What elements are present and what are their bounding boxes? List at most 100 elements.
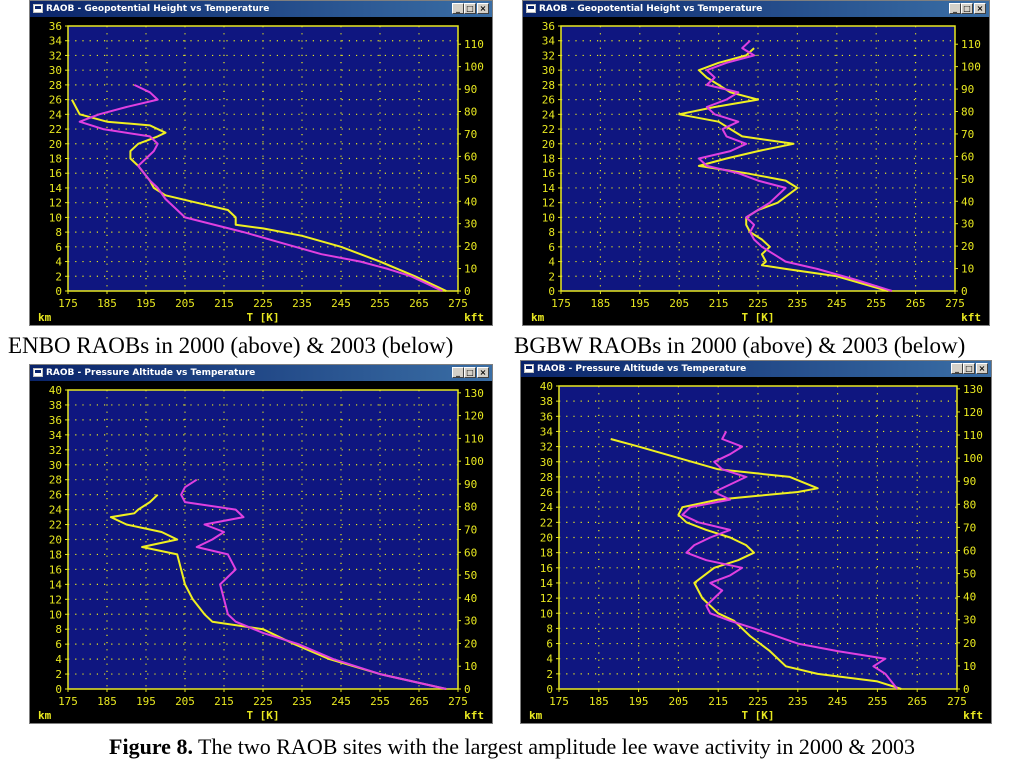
minimize-icon[interactable]: _	[452, 367, 464, 378]
y2-tick-label: 30	[963, 614, 976, 627]
y-tick-label: 12	[540, 592, 553, 605]
close-icon[interactable]: ×	[477, 367, 489, 378]
y2-tick-label: 80	[464, 106, 477, 119]
y-tick-label: 6	[55, 241, 62, 254]
window-titlebar[interactable]: RAOB - Pressure Altitude vs Temperature …	[30, 365, 492, 381]
x-tick-label: 235	[788, 695, 808, 708]
y-tick-label: 20	[49, 138, 62, 151]
close-icon[interactable]: ×	[477, 3, 489, 14]
y2-tick-label: 20	[961, 240, 974, 253]
x-tick-label: 275	[947, 695, 967, 708]
window-titlebar[interactable]: RAOB - Geopotential Height vs Temperatur…	[30, 1, 492, 17]
window-title: RAOB - Geopotential Height vs Temperatur…	[539, 4, 763, 14]
y2-tick-label: 0	[961, 285, 968, 298]
x-tick-label: 275	[448, 695, 468, 708]
y-tick-label: 24	[542, 108, 556, 121]
minimize-icon[interactable]: _	[951, 363, 963, 374]
y-tick-label: 28	[49, 79, 62, 92]
y-tick-label: 26	[542, 94, 555, 107]
y-tick-label: 40	[49, 384, 62, 397]
y-tick-label: 0	[55, 683, 62, 696]
maximize-icon[interactable]: □	[464, 367, 476, 378]
y2-tick-label: 40	[963, 591, 976, 604]
maximize-icon[interactable]: □	[963, 363, 975, 374]
y-tick-label: 34	[540, 425, 554, 438]
y-tick-label: 10	[49, 608, 62, 621]
y-tick-label: 16	[49, 563, 62, 576]
close-icon[interactable]: ×	[976, 363, 988, 374]
y2-tick-label: 20	[963, 637, 976, 650]
window-titlebar[interactable]: RAOB - Geopotential Height vs Temperatur…	[523, 1, 989, 17]
y-tick-label: 38	[540, 395, 553, 408]
chart-window-bgbw-2003: RAOB - Pressure Altitude vs Temperature …	[520, 360, 992, 724]
maximize-icon[interactable]: □	[464, 3, 476, 14]
x-tick-label: 215	[708, 695, 728, 708]
y-tick-label: 2	[55, 668, 62, 681]
x-tick-label: 225	[748, 297, 768, 310]
x-tick-label: 255	[370, 695, 390, 708]
x-tick-label: 185	[589, 695, 609, 708]
y-tick-label: 24	[540, 501, 554, 514]
y-tick-label: 12	[49, 197, 62, 210]
y-axis-label: km	[38, 709, 52, 722]
y-tick-label: 34	[542, 35, 556, 48]
maximize-icon[interactable]: □	[961, 3, 973, 14]
x-tick-label: 195	[629, 695, 649, 708]
y2-tick-label: 110	[961, 38, 981, 51]
x-tick-label: 245	[828, 695, 848, 708]
y-tick-label: 14	[49, 182, 63, 195]
app-icon	[33, 368, 43, 377]
y-tick-label: 2	[546, 668, 553, 681]
x-tick-label: 215	[214, 695, 234, 708]
y2-tick-label: 90	[464, 83, 477, 96]
close-icon[interactable]: ×	[974, 3, 986, 14]
chart-bgbw-2003: 175 185 195 205 215 225 235 245 255 265 2750246810…	[521, 377, 991, 723]
y2-tick-label: 100	[464, 61, 484, 74]
y-tick-label: 22	[49, 123, 62, 136]
y2-tick-label: 60	[961, 150, 974, 163]
x-tick-label: 195	[136, 695, 156, 708]
y-tick-label: 32	[49, 49, 62, 62]
x-tick-label: 195	[136, 297, 156, 310]
minimize-icon[interactable]: _	[452, 3, 464, 14]
y2-tick-label: 10	[464, 263, 477, 276]
y2-tick-label: 40	[961, 195, 974, 208]
y-tick-label: 10	[542, 211, 555, 224]
y2-axis-label: kft	[464, 709, 484, 722]
y-tick-label: 8	[55, 226, 62, 239]
y-tick-label: 16	[49, 167, 62, 180]
y2-tick-label: 110	[963, 429, 983, 442]
series-line-magenta	[697, 39, 893, 292]
x-tick-label: 265	[409, 297, 429, 310]
chart-window-bgbw-2000: RAOB - Geopotential Height vs Temperatur…	[522, 0, 990, 326]
window-titlebar[interactable]: RAOB - Pressure Altitude vs Temperature …	[521, 361, 991, 377]
y2-tick-label: 60	[963, 544, 976, 557]
y-tick-label: 14	[49, 578, 63, 591]
y-tick-label: 18	[49, 153, 62, 166]
y2-tick-label: 30	[961, 218, 974, 231]
y-tick-label: 26	[540, 486, 553, 499]
y2-tick-label: 90	[464, 478, 477, 491]
minimize-icon[interactable]: _	[949, 3, 961, 14]
y-tick-label: 30	[49, 459, 62, 472]
y2-tick-label: 90	[961, 83, 974, 96]
y-tick-label: 8	[55, 623, 62, 636]
x-tick-label: 175	[551, 297, 571, 310]
y-tick-label: 20	[540, 532, 553, 545]
x-tick-label: 195	[630, 297, 650, 310]
x-tick-label: 175	[58, 297, 78, 310]
y2-tick-label: 80	[464, 501, 477, 514]
y-tick-label: 34	[49, 35, 63, 48]
y2-axis-label: kft	[963, 709, 983, 722]
y-tick-label: 36	[540, 410, 553, 423]
y2-tick-label: 50	[961, 173, 974, 186]
x-axis-label: T [K]	[741, 311, 774, 324]
series-line-magenta	[78, 83, 443, 292]
y-tick-label: 32	[542, 49, 555, 62]
y-tick-label: 12	[49, 593, 62, 606]
x-tick-label: 235	[292, 297, 312, 310]
x-tick-label: 265	[906, 297, 926, 310]
y-tick-label: 36	[49, 414, 62, 427]
y-tick-label: 0	[546, 683, 553, 696]
y-tick-label: 20	[49, 534, 62, 547]
